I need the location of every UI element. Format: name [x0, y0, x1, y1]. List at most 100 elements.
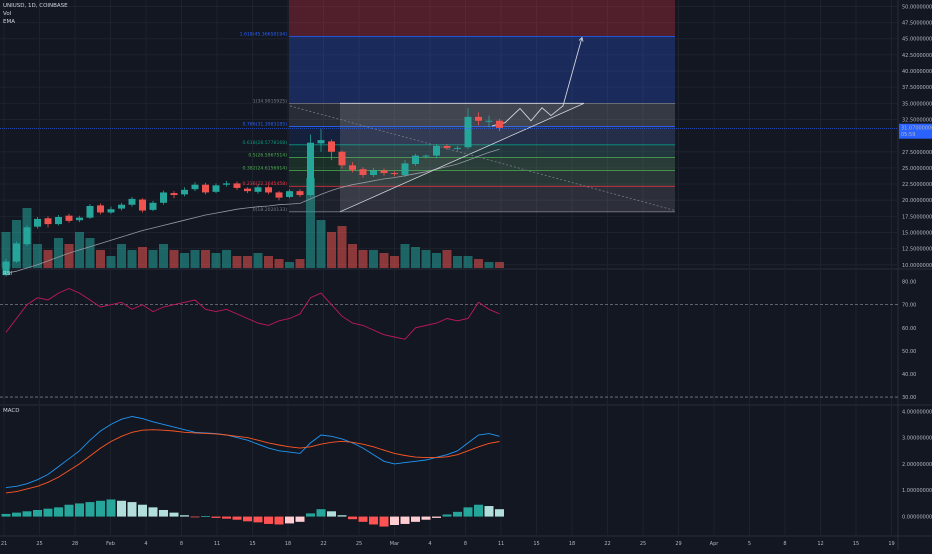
candle-body	[454, 147, 461, 149]
time-axis-tick-label: 25	[640, 541, 646, 547]
price-axis-tick-label: 10.00000000	[902, 263, 932, 269]
macd-histogram-bar	[474, 504, 483, 517]
macd-histogram-bar	[411, 516, 420, 522]
time-axis-tick-label: 8	[783, 541, 786, 547]
volume-bar	[138, 247, 147, 268]
candle-body	[118, 204, 125, 209]
candle-body	[76, 217, 83, 221]
projection-path	[491, 37, 583, 127]
volume-bar	[253, 253, 263, 268]
symbol-title[interactable]: UNIUSD, 1D, COINBASE	[3, 3, 68, 9]
volume-bar	[327, 232, 336, 268]
macd-line	[5, 416, 500, 489]
time-axis-tick-label: 12	[817, 541, 823, 547]
price-axis-tick-label: 50.00000000	[902, 4, 932, 10]
candle-body	[401, 163, 409, 176]
rsi-pane-label[interactable]: RSI	[3, 271, 12, 277]
macd-histogram-bar	[12, 512, 21, 517]
fib-level-label: 0.382(24.6156914)	[243, 165, 288, 171]
rsi-axis-tick-label: 80.00	[902, 280, 916, 286]
macd-axis-tick-label: 1.00000000	[902, 488, 932, 494]
fib-level-label: 0(18.2020133)	[253, 207, 287, 213]
candle-body	[212, 185, 220, 192]
dotted-trend-line	[289, 105, 676, 211]
macd-histogram-bar	[201, 516, 210, 517]
price-axis-tick-label: 42.50000000	[902, 53, 932, 59]
projection-arrow-head	[578, 36, 584, 42]
macd-histogram-bar	[54, 507, 63, 517]
candle-body	[181, 189, 188, 195]
macd-histogram-bar	[33, 509, 42, 517]
volume-bar	[148, 250, 158, 268]
candle-body	[65, 215, 73, 221]
time-axis-tick-label: 28	[72, 541, 78, 547]
price-axis-tick-label: 12.50000000	[902, 247, 932, 253]
volume-bar	[306, 178, 315, 268]
candle-body	[191, 184, 199, 190]
macd-histogram-bar	[264, 516, 273, 524]
volume-indicator-label[interactable]: Vol	[3, 11, 12, 17]
rsi-axis-tick-label: 50.00	[902, 349, 916, 355]
fib-zone	[289, 103, 675, 127]
macd-pane-label[interactable]: MACD	[3, 408, 20, 414]
macd-histogram-bar	[285, 516, 294, 524]
volume-bar	[127, 250, 137, 268]
macd-histogram-bar	[400, 516, 410, 524]
candle-body	[223, 183, 230, 185]
candle-body	[370, 170, 377, 176]
fib-zone-extension	[289, 36, 675, 104]
volume-bar	[211, 253, 221, 268]
rsi-axis-tick-label: 60.00	[902, 326, 916, 332]
candle-body	[349, 165, 356, 170]
volume-bar	[222, 250, 231, 268]
macd-histogram-bar	[22, 511, 32, 517]
time-axis-tick-label: Feb	[106, 541, 115, 547]
price-axis-tick-label: 40.00000000	[902, 69, 932, 75]
candle-body	[296, 191, 304, 196]
macd-histogram-bar	[222, 516, 231, 519]
candle-body	[433, 145, 440, 156]
candle-body	[328, 141, 335, 152]
volume-bar	[484, 262, 494, 268]
candle-body	[443, 145, 451, 148]
macd-axis-tick-label: 2.00000000	[902, 462, 932, 468]
time-axis-tick-label: 29	[675, 541, 681, 547]
volume-bar	[369, 250, 378, 268]
volume-bar	[316, 220, 326, 268]
candle-body	[422, 155, 430, 157]
time-axis-tick-label: 8	[180, 541, 183, 547]
macd-histogram-bar	[1, 513, 11, 517]
ema-line	[5, 148, 500, 274]
candle-body	[244, 188, 251, 192]
time-axis-tick-label: 25	[356, 541, 362, 547]
macd-histogram-bar	[85, 502, 95, 517]
candle-body	[160, 192, 167, 203]
macd-histogram-bar	[432, 516, 441, 518]
time-axis-tick-label: 21	[1, 541, 7, 547]
macd-histogram-bar	[232, 516, 242, 520]
rsi-line	[5, 288, 500, 340]
volume-bar	[190, 250, 200, 268]
price-axis-tick-label: 27.50000000	[902, 150, 932, 156]
price-axis-tick-label: 37.50000000	[902, 85, 932, 91]
ascending-triangle	[339, 102, 585, 213]
candle-body	[107, 209, 115, 213]
volume-bar	[232, 256, 242, 268]
volume-bar	[379, 253, 389, 268]
macd-histogram-bar	[117, 500, 126, 517]
fib-zone	[289, 126, 675, 145]
time-axis-tick-label: 11	[214, 541, 220, 547]
time-axis-tick-label: Mar	[390, 541, 400, 547]
price-axis-tick-label: 32.50000000	[902, 117, 932, 123]
macd-histogram-bar	[369, 516, 378, 525]
fib-zone	[289, 144, 675, 158]
volume-bar	[474, 259, 483, 268]
volume-bar	[285, 262, 294, 268]
ema-indicator-label[interactable]: EMA	[3, 19, 15, 25]
macd-histogram-bar	[495, 509, 504, 517]
candle-body	[338, 151, 346, 166]
macd-histogram-bar	[243, 516, 252, 522]
macd-histogram-bar	[379, 516, 389, 527]
